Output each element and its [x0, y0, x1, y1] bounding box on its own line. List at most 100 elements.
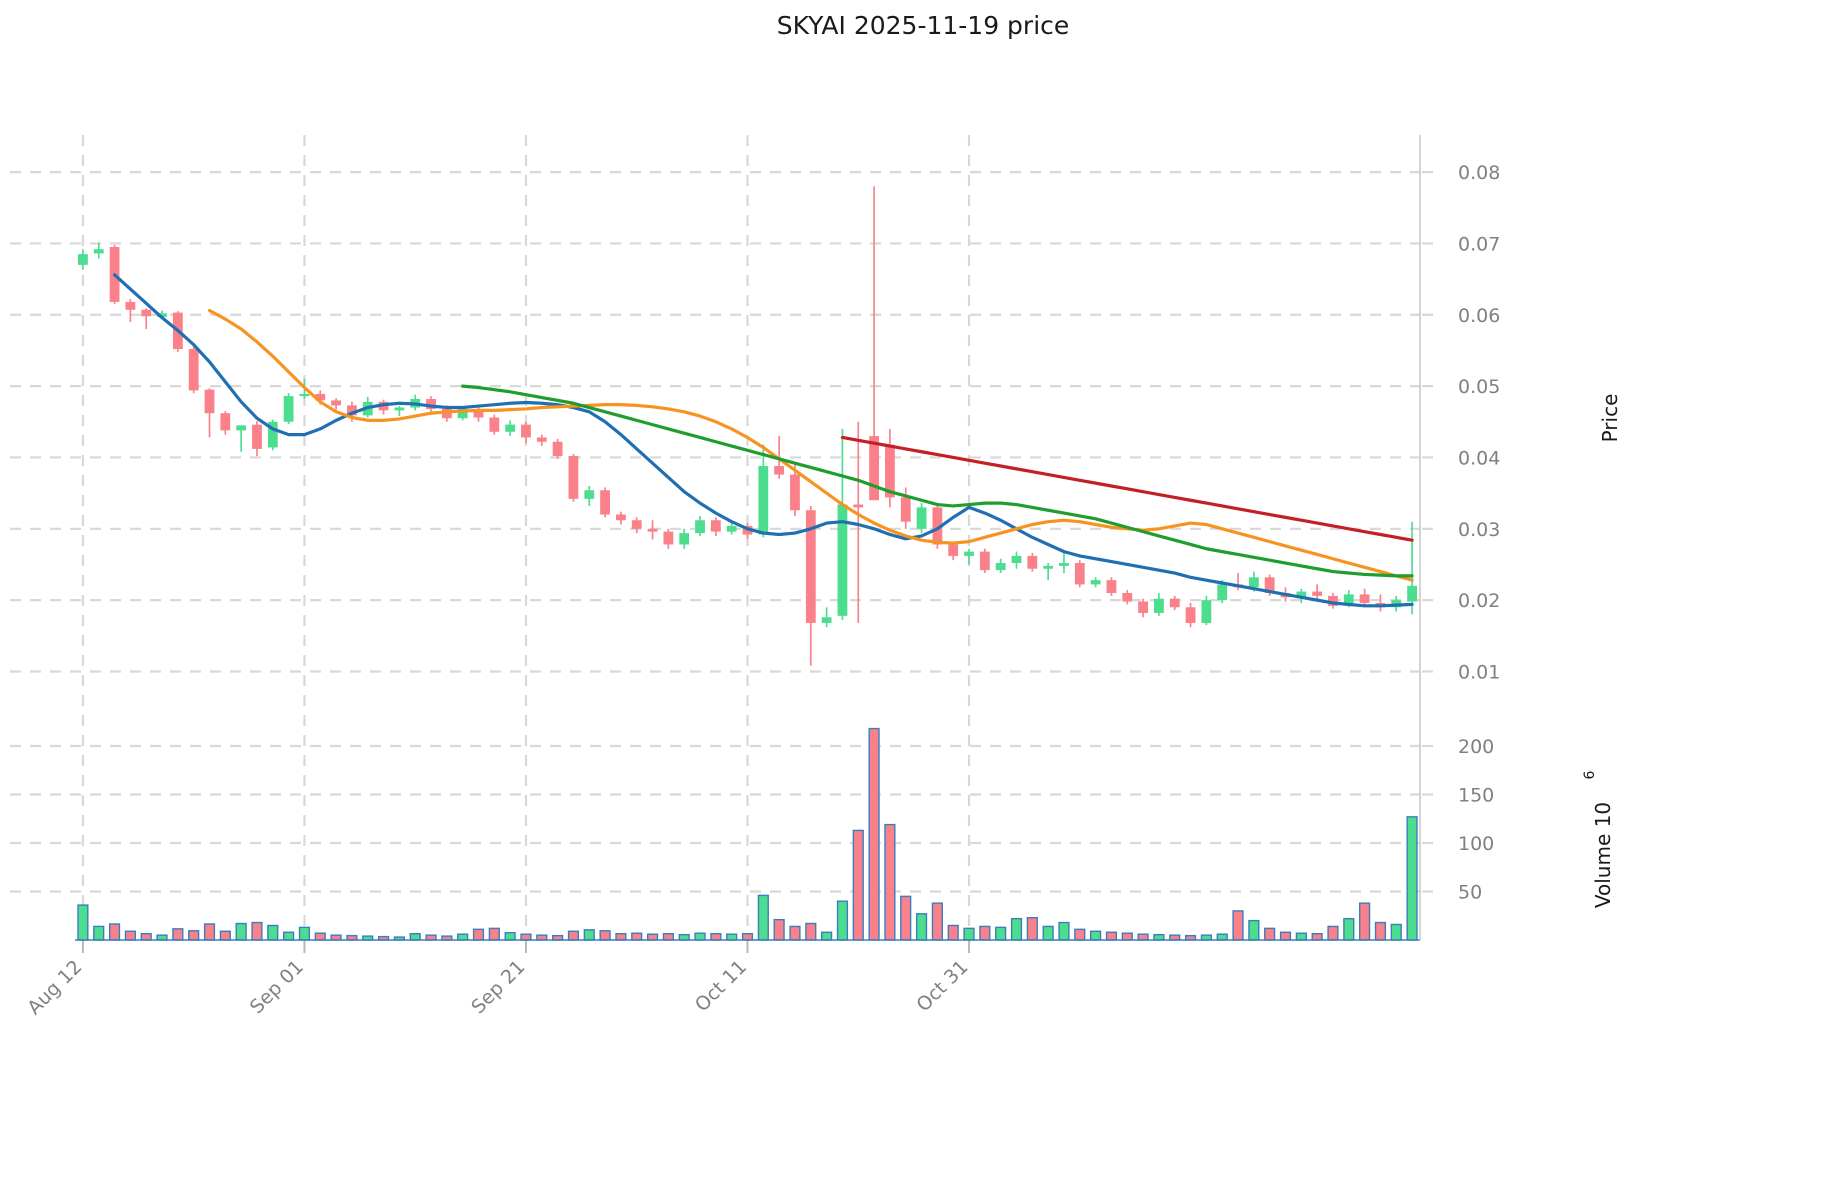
candle-body — [426, 398, 436, 409]
volume-bar — [947, 924, 959, 941]
x-axis-tick-label: Aug 12 — [23, 956, 86, 1019]
candle-body — [93, 249, 104, 254]
volume-bar — [283, 931, 295, 941]
candle-body — [1169, 598, 1180, 608]
price-tick-label: 0.02 — [1458, 590, 1500, 612]
candle-body — [188, 349, 199, 391]
x-axis-tick-label: Oct 31 — [912, 956, 972, 1016]
candle-body — [964, 551, 974, 556]
volume-bar — [77, 904, 89, 941]
volume-bar — [488, 927, 500, 941]
candle-body — [331, 400, 341, 406]
candle-body — [663, 531, 674, 545]
ma-blue-line — [112, 273, 1414, 608]
volume-bar — [1374, 921, 1387, 941]
volume-bar — [298, 926, 311, 941]
candle-body — [552, 441, 563, 457]
volume-bar — [1090, 930, 1102, 941]
price-tick-label: 0.07 — [1458, 233, 1500, 255]
candle-body — [695, 520, 705, 534]
candle-body — [1106, 580, 1117, 593]
volume-bar — [1216, 933, 1228, 941]
candle-body — [1074, 563, 1085, 585]
volume-bar — [409, 932, 421, 941]
candle-body — [885, 444, 895, 498]
candle-body — [1138, 601, 1148, 613]
volume-bar — [1042, 925, 1054, 941]
candle-body — [679, 533, 690, 545]
volume-axis-exponent: 6 — [1582, 770, 1598, 779]
candle-body — [347, 405, 357, 416]
candle-body — [1217, 584, 1228, 601]
volume-bar — [93, 925, 105, 941]
volume-bar — [662, 932, 674, 941]
candle-body — [600, 490, 610, 515]
candle-body — [790, 474, 800, 511]
chart-title: SKYAI 2025-11-19 price — [777, 11, 1070, 40]
volume-axis-title: Volume 10 — [1591, 802, 1615, 908]
candle-body — [900, 497, 911, 522]
volume-bar — [124, 930, 136, 941]
volume-bar — [646, 933, 659, 941]
volume-bar — [251, 921, 263, 941]
volume-bar — [694, 932, 706, 941]
volume-bar — [108, 923, 121, 941]
volume-bar — [1105, 931, 1118, 941]
volume-tick-label: 150 — [1458, 785, 1494, 807]
candle-body — [283, 396, 294, 422]
volume-bar — [520, 933, 532, 941]
volume-bar — [884, 823, 896, 941]
candle-body — [616, 514, 626, 521]
volume-bar — [1232, 910, 1244, 941]
volume-bar — [852, 829, 864, 941]
volume-bar — [963, 927, 975, 941]
volume-bar — [900, 895, 912, 941]
candle-body — [457, 408, 468, 419]
volume-bar — [1026, 916, 1038, 941]
candle-body — [1328, 595, 1338, 606]
moving-average-lines — [112, 273, 1414, 608]
volume-tick-label: 50 — [1458, 882, 1482, 904]
candle-body — [774, 466, 785, 475]
candle-body — [536, 437, 547, 442]
candle-body — [1154, 598, 1164, 613]
candle-body — [1059, 563, 1069, 566]
candle-body — [1407, 585, 1417, 602]
candle-body — [631, 520, 642, 529]
candle-body — [948, 544, 959, 556]
candle-body — [1343, 594, 1354, 606]
volume-bar — [140, 932, 152, 941]
candle-body — [1312, 591, 1323, 596]
candle-body — [141, 309, 152, 317]
price-tick-label: 0.03 — [1458, 519, 1500, 541]
volume-tick-label: 100 — [1458, 833, 1494, 855]
candle-body — [1248, 577, 1259, 588]
candle-body — [1201, 600, 1212, 623]
volume-bar — [235, 922, 247, 941]
candle-body — [489, 417, 500, 432]
candle-body — [299, 393, 310, 397]
candle-body — [1011, 555, 1022, 564]
candle-body — [805, 510, 816, 623]
volume-bar — [172, 928, 184, 941]
ma-green-line — [461, 384, 1414, 578]
volume-bar — [504, 932, 516, 941]
volume-bar — [1311, 932, 1323, 941]
candle-body — [1185, 607, 1196, 623]
x-axis-tick-label: Sep 01 — [246, 956, 308, 1018]
candle-body — [932, 507, 943, 545]
volume-bar — [789, 925, 801, 941]
candle-body — [267, 421, 278, 448]
volume-bar — [979, 925, 991, 941]
volume-bar — [1248, 919, 1260, 941]
volume-bar — [1406, 816, 1418, 941]
volume-bar — [631, 932, 643, 941]
volume-bar — [726, 933, 738, 941]
volume-bar — [615, 932, 627, 941]
price-axis-title: Price — [1598, 394, 1622, 443]
candle-body — [1359, 594, 1370, 603]
volume-bar — [1264, 927, 1276, 941]
volume-bar — [1390, 923, 1402, 941]
candle-body — [394, 407, 405, 411]
